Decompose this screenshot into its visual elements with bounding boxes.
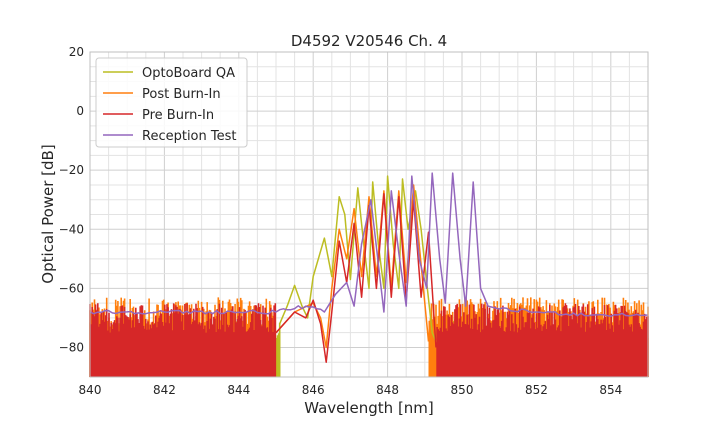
y-tick-label: 0	[76, 104, 84, 118]
x-tick-label: 846	[302, 383, 325, 397]
legend: OptoBoard QA Post Burn-In Pre Burn-In Recep…	[95, 57, 248, 148]
legend-box	[95, 57, 248, 148]
y-tick-labels: 20 0 −20 −40 −60 −80	[59, 45, 84, 354]
y-tick-label: −40	[59, 222, 84, 236]
x-axis-label: Wavelength [nm]	[304, 399, 434, 417]
x-tick-label: 844	[227, 383, 250, 397]
legend-label: OptoBoard QA	[142, 66, 235, 81]
x-tick-label: 850	[451, 383, 474, 397]
series-line-post-burn-in	[275, 184, 430, 349]
x-tick-label: 840	[79, 383, 102, 397]
y-tick-label: −20	[59, 163, 84, 177]
y-tick-label: −80	[59, 340, 84, 354]
y-tick-label: 20	[69, 45, 84, 59]
plot-frame	[89, 51, 649, 378]
legend-label: Reception Test	[142, 129, 236, 144]
y-axis-label: Optical Power [dB]	[39, 144, 57, 283]
x-tick-label: 842	[153, 383, 176, 397]
legend-label: Pre Burn-In	[142, 108, 214, 123]
series-line-reception-test	[89, 172, 649, 318]
x-tick-labels: 840 842 844 846 848 850 852 854	[79, 383, 623, 397]
chart-title: D4592 V20546 Ch. 4	[291, 32, 447, 50]
series-layer	[89, 172, 649, 363]
legend-label: Post Burn-In	[142, 87, 221, 102]
x-tick-label: 852	[525, 383, 548, 397]
y-tick-label: −60	[59, 281, 84, 295]
x-tick-label: 848	[376, 383, 399, 397]
x-tick-label: 854	[599, 383, 622, 397]
